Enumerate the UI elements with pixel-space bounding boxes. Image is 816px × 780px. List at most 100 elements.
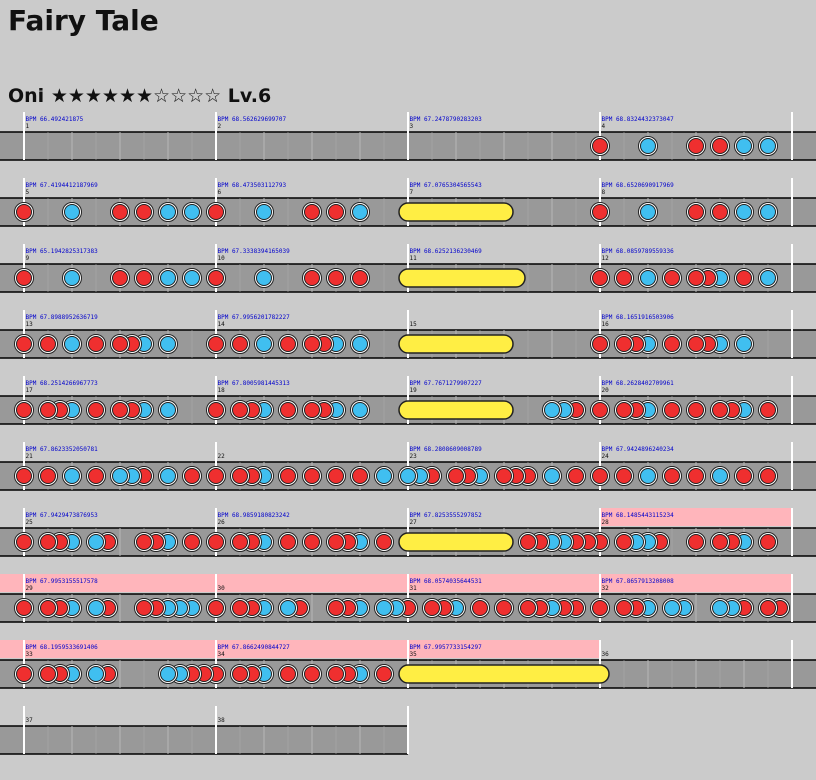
don-note bbox=[352, 270, 368, 286]
don-note bbox=[88, 402, 104, 418]
don-note bbox=[16, 270, 32, 286]
ka-note bbox=[736, 204, 752, 220]
bpm-label: BPM 67.9956201782227 bbox=[218, 314, 291, 321]
measure-number: 11 bbox=[410, 255, 418, 262]
don-note bbox=[592, 204, 608, 220]
don-note bbox=[208, 270, 224, 286]
don-note bbox=[760, 534, 776, 550]
difficulty-line: Oni ★★★★★★☆☆☆☆ Lv.6 bbox=[8, 85, 271, 107]
don-note bbox=[520, 600, 536, 616]
bpm-label: BPM 65.1942825317383 bbox=[26, 248, 99, 255]
don-note bbox=[328, 204, 344, 220]
bpm-label: BPM 67.8988952636719 bbox=[26, 314, 99, 321]
ka-note bbox=[112, 468, 128, 484]
bpm-label: BPM 67.9429473876953 bbox=[26, 512, 99, 519]
don-note bbox=[760, 600, 776, 616]
don-note bbox=[376, 666, 392, 682]
bpm-label: BPM 67.9953155517578 bbox=[26, 578, 99, 585]
ka-note bbox=[712, 468, 728, 484]
course-name: Oni bbox=[8, 85, 45, 107]
don-note bbox=[208, 468, 224, 484]
stars-filled: ★★★★★★ bbox=[50, 85, 154, 107]
measure-number: 3 bbox=[410, 123, 414, 130]
don-note bbox=[16, 666, 32, 682]
don-note bbox=[208, 534, 224, 550]
measure-number: 23 bbox=[410, 453, 418, 460]
measure-number: 34 bbox=[218, 651, 226, 658]
don-note bbox=[592, 600, 608, 616]
don-note bbox=[232, 534, 248, 550]
measure-number: 18 bbox=[218, 387, 226, 394]
ka-note bbox=[64, 270, 80, 286]
don-note bbox=[208, 204, 224, 220]
don-note bbox=[232, 600, 248, 616]
don-note bbox=[376, 534, 392, 550]
measure-number: 20 bbox=[602, 387, 610, 394]
measure-number: 13 bbox=[26, 321, 34, 328]
bpm-label: BPM 67.8253555297852 bbox=[410, 512, 483, 519]
gogo-band bbox=[600, 508, 792, 526]
don-note bbox=[736, 468, 752, 484]
measure-number: 22 bbox=[218, 453, 226, 460]
don-note bbox=[664, 270, 680, 286]
measure-number: 28 bbox=[602, 519, 610, 526]
measure-number: 8 bbox=[602, 189, 606, 196]
don-note bbox=[496, 468, 512, 484]
ka-note bbox=[664, 600, 680, 616]
measure-number: 5 bbox=[26, 189, 30, 196]
don-note bbox=[712, 138, 728, 154]
don-note bbox=[664, 402, 680, 418]
bpm-label: BPM 68.2628402709961 bbox=[602, 380, 675, 387]
drumroll-note bbox=[398, 400, 514, 420]
measure-number: 10 bbox=[218, 255, 226, 262]
don-note bbox=[40, 468, 56, 484]
don-note bbox=[328, 666, 344, 682]
song-title: Fairy Tale bbox=[8, 4, 159, 37]
ka-note bbox=[640, 468, 656, 484]
measure-number: 30 bbox=[218, 585, 226, 592]
don-note bbox=[352, 468, 368, 484]
don-note bbox=[664, 336, 680, 352]
ka-note bbox=[256, 270, 272, 286]
measure-number: 31 bbox=[410, 585, 418, 592]
measure-number: 4 bbox=[602, 123, 606, 130]
don-note bbox=[112, 402, 128, 418]
don-note bbox=[16, 402, 32, 418]
measure-number: 26 bbox=[218, 519, 226, 526]
don-note bbox=[112, 336, 128, 352]
ka-note bbox=[376, 468, 392, 484]
don-note bbox=[616, 600, 632, 616]
don-note bbox=[712, 204, 728, 220]
bpm-label: BPM 68.6252136230469 bbox=[410, 248, 483, 255]
don-note bbox=[304, 666, 320, 682]
ka-note bbox=[160, 666, 176, 682]
bpm-label: BPM 68.2808609008789 bbox=[410, 446, 483, 453]
don-note bbox=[280, 468, 296, 484]
don-note bbox=[688, 534, 704, 550]
measure-number: 15 bbox=[410, 321, 418, 328]
bpm-label: BPM 67.8005981445313 bbox=[218, 380, 291, 387]
don-note bbox=[136, 204, 152, 220]
don-note bbox=[16, 336, 32, 352]
don-note bbox=[688, 468, 704, 484]
don-note bbox=[208, 600, 224, 616]
bpm-label: BPM 68.9859180823242 bbox=[218, 512, 291, 519]
ka-note bbox=[760, 138, 776, 154]
bpm-label: BPM 68.1651916503906 bbox=[602, 314, 675, 321]
drumroll-note bbox=[398, 202, 514, 222]
don-note bbox=[304, 270, 320, 286]
bpm-label: BPM 67.4194412187969 bbox=[26, 182, 99, 189]
gogo-band bbox=[0, 574, 792, 592]
don-note bbox=[592, 468, 608, 484]
measure-number: 7 bbox=[410, 189, 414, 196]
measure-number: 24 bbox=[602, 453, 610, 460]
don-note bbox=[688, 270, 704, 286]
measure-number: 2 bbox=[218, 123, 222, 130]
don-note bbox=[688, 204, 704, 220]
bpm-label: BPM 68.2514266967773 bbox=[26, 380, 99, 387]
measure-number: 17 bbox=[26, 387, 34, 394]
ka-note bbox=[736, 138, 752, 154]
bpm-label: BPM 68.0859789559336 bbox=[602, 248, 675, 255]
ka-note bbox=[760, 204, 776, 220]
